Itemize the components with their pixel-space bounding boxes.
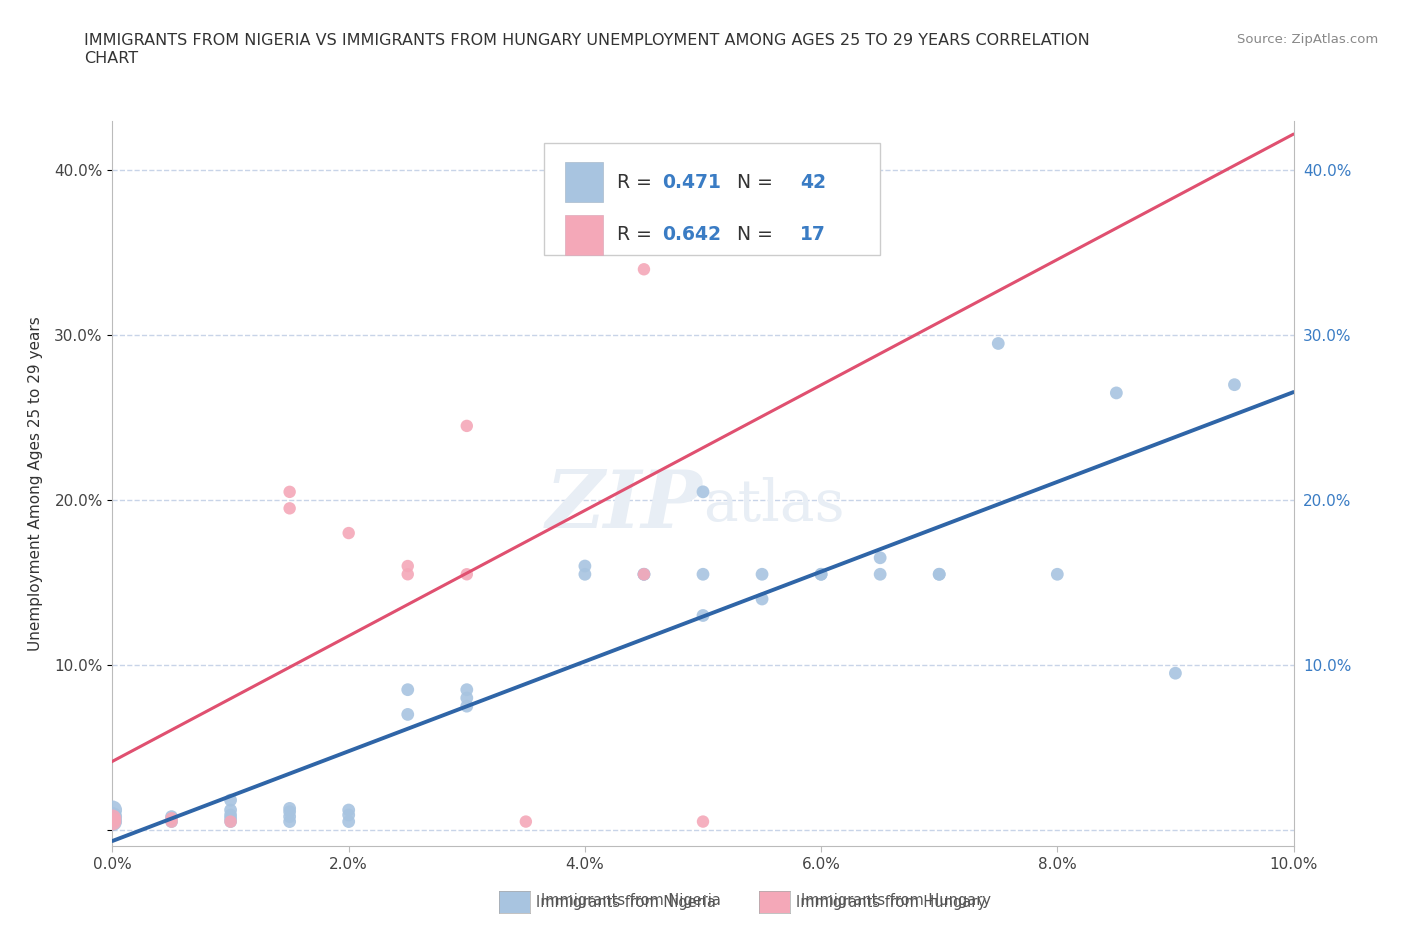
Text: 0.642: 0.642 [662,225,721,245]
Point [160,814,183,829]
Text: atlas: atlas [703,477,845,534]
Point [456,690,478,705]
Point [101,814,124,829]
Point [456,683,478,698]
Point [456,418,478,433]
Point [928,567,950,582]
Point [456,567,478,582]
Point [278,809,301,824]
Point [219,807,242,822]
Text: IMMIGRANTS FROM NIGERIA VS IMMIGRANTS FROM HUNGARY UNEMPLOYMENT AMONG AGES 25 TO: IMMIGRANTS FROM NIGERIA VS IMMIGRANTS FR… [84,33,1090,47]
Point [337,807,360,822]
Point [751,591,773,606]
Point [396,567,419,582]
Point [633,567,655,582]
Point [1046,567,1069,582]
Point [160,811,183,826]
Point [692,608,714,623]
Text: Immigrants from Hungary: Immigrants from Hungary [796,895,986,910]
Point [574,196,596,211]
Point [633,567,655,582]
Text: ●: ● [512,890,529,910]
Point [101,809,124,824]
Point [219,814,242,829]
Point [219,811,242,826]
Point [219,792,242,807]
Point [337,814,360,829]
Point [574,567,596,582]
Text: ZIP: ZIP [546,467,703,544]
Text: CHART: CHART [84,51,138,66]
Point [574,559,596,574]
Point [692,567,714,582]
Point [751,567,773,582]
Point [1164,666,1187,681]
Point [1105,386,1128,401]
Point [456,698,478,713]
Point [1223,378,1246,392]
Point [337,803,360,817]
Point [396,707,419,722]
FancyBboxPatch shape [544,142,880,255]
Bar [565,162,603,202]
Text: 0.471: 0.471 [662,172,720,192]
Point [810,567,832,582]
Point [278,804,301,819]
Point [928,567,950,582]
Text: Source: ZipAtlas.com: Source: ZipAtlas.com [1237,33,1378,46]
Text: R =: R = [617,172,658,192]
Point [278,501,301,516]
Point [278,814,301,829]
Text: N =: N = [725,172,779,192]
Text: ●: ● [772,890,789,910]
Y-axis label: Unemployment Among Ages 25 to 29 years: Unemployment Among Ages 25 to 29 years [28,316,44,651]
Point [515,814,537,829]
Text: Immigrants from Hungary: Immigrants from Hungary [801,893,991,908]
Point [633,262,655,277]
Point [396,559,419,574]
Point [160,814,183,829]
Point [633,567,655,582]
Point [692,485,714,499]
Point [278,485,301,499]
Point [101,814,124,829]
Point [278,801,301,816]
Text: N =: N = [725,225,779,245]
Point [101,811,124,826]
Point [810,567,832,582]
Point [692,814,714,829]
Point [337,525,360,540]
Bar [565,215,603,255]
Text: 17: 17 [800,225,825,245]
Point [869,567,891,582]
Text: R =: R = [617,225,658,245]
Point [987,336,1010,351]
Point [219,814,242,829]
Text: Immigrants from Nigeria: Immigrants from Nigeria [541,893,721,908]
Text: Immigrants from Nigeria: Immigrants from Nigeria [536,895,716,910]
Point [160,809,183,824]
Point [869,551,891,565]
Point [396,683,419,698]
Point [219,803,242,817]
Text: 42: 42 [800,172,825,192]
Point [101,803,124,817]
